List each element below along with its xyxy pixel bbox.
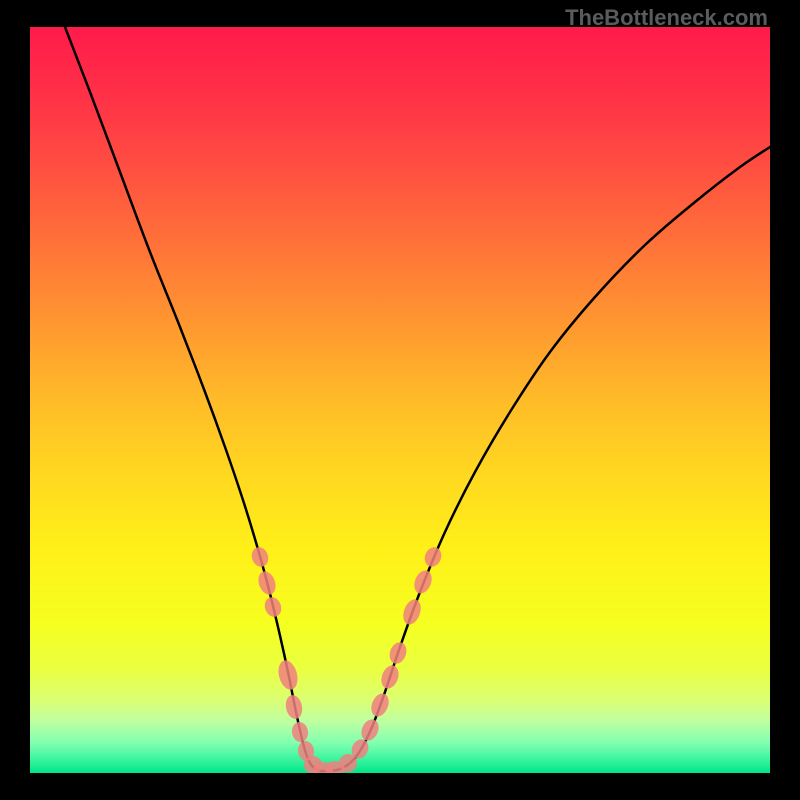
bottleneck-curve-left bbox=[65, 27, 320, 771]
data-marker bbox=[387, 640, 410, 666]
data-marker bbox=[368, 691, 392, 719]
data-marker bbox=[262, 595, 284, 619]
data-marker bbox=[275, 658, 300, 692]
data-marker bbox=[255, 569, 278, 597]
data-marker bbox=[249, 545, 271, 569]
data-marker bbox=[411, 568, 435, 596]
data-marker bbox=[422, 545, 444, 570]
chart-frame: TheBottleneck.com bbox=[0, 0, 800, 800]
data-marker bbox=[284, 694, 305, 721]
curve-layer bbox=[30, 27, 770, 773]
plot-area bbox=[30, 27, 770, 773]
data-marker bbox=[290, 721, 309, 743]
data-markers bbox=[249, 545, 444, 773]
data-marker bbox=[400, 597, 424, 627]
data-marker bbox=[378, 663, 401, 691]
watermark-label: TheBottleneck.com bbox=[565, 5, 768, 31]
